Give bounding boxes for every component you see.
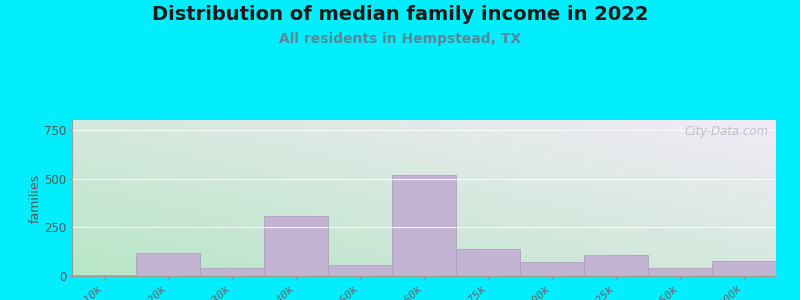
Text: Distribution of median family income in 2022: Distribution of median family income in …	[152, 4, 648, 23]
Text: All residents in Hempstead, TX: All residents in Hempstead, TX	[279, 32, 521, 46]
Bar	[72, 275, 136, 276]
Y-axis label: families: families	[29, 173, 42, 223]
Bar	[200, 268, 264, 276]
Bar	[136, 253, 200, 276]
Bar	[584, 254, 648, 276]
Bar	[264, 215, 328, 276]
Bar	[648, 268, 712, 276]
Bar	[328, 265, 392, 276]
Bar	[456, 249, 520, 276]
Bar	[520, 262, 584, 276]
Bar	[392, 175, 456, 276]
Text: City-Data.com: City-Data.com	[685, 125, 769, 138]
Bar	[712, 261, 776, 276]
